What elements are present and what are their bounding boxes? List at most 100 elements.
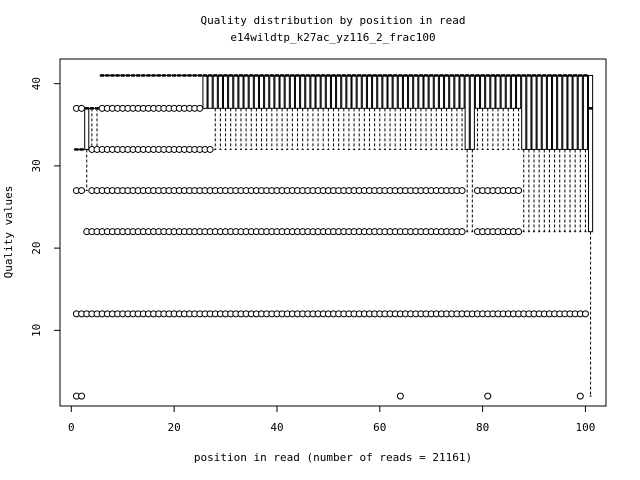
box <box>444 74 450 109</box>
y-tick-label: 30 <box>30 159 43 172</box>
box <box>207 74 213 109</box>
outlier-point <box>576 392 584 400</box>
box <box>490 74 496 109</box>
x-tick-label: 20 <box>168 421 181 434</box>
box-90 <box>531 74 537 233</box>
box <box>582 74 588 150</box>
outlier-point <box>484 392 492 400</box>
box-81 <box>485 74 491 150</box>
box-93 <box>546 74 553 233</box>
box <box>454 74 460 109</box>
box-71 <box>433 74 439 150</box>
box <box>541 74 547 150</box>
x-tick-label: 0 <box>68 421 75 434</box>
box-36 <box>253 74 259 150</box>
box <box>212 74 218 109</box>
box-72 <box>438 74 445 150</box>
x-tick-label: 80 <box>476 421 489 434</box>
box <box>366 74 373 109</box>
box <box>459 74 465 109</box>
box <box>361 74 367 109</box>
box <box>382 74 388 109</box>
box <box>248 74 254 109</box>
box-96 <box>562 74 568 233</box>
box <box>423 74 429 109</box>
box <box>505 74 511 109</box>
box-43 <box>289 74 295 150</box>
box <box>495 74 501 109</box>
box <box>418 74 424 109</box>
box-62 <box>387 74 393 150</box>
box-45 <box>300 74 306 150</box>
outlier-point <box>458 187 466 195</box>
y-tick-label: 10 <box>30 324 43 337</box>
box-60 <box>377 74 383 150</box>
box <box>269 74 275 109</box>
outlier-point <box>196 104 204 112</box>
box-97 <box>567 74 573 233</box>
box <box>300 74 306 109</box>
box <box>413 74 419 109</box>
box-54 <box>346 74 352 150</box>
box <box>84 107 90 150</box>
box-69 <box>423 74 429 150</box>
box <box>336 74 342 109</box>
x-tick-label: 40 <box>270 421 283 434</box>
box <box>377 74 383 109</box>
box-46 <box>305 74 311 150</box>
y-tick-label: 40 <box>30 77 43 90</box>
box-57 <box>361 74 367 150</box>
box <box>356 74 362 109</box>
box <box>222 74 229 109</box>
box-74 <box>449 74 455 150</box>
box-82 <box>490 74 496 150</box>
box <box>464 74 470 150</box>
box <box>351 74 357 109</box>
box <box>572 74 578 150</box>
box-26 <box>202 74 208 109</box>
box-99 <box>577 74 583 233</box>
box <box>510 74 517 109</box>
box-80 <box>480 74 486 150</box>
outlier-point <box>206 145 214 153</box>
box <box>588 74 594 233</box>
outlier-point <box>78 187 86 195</box>
box-30 <box>222 74 229 150</box>
box-92 <box>541 74 547 233</box>
box <box>546 74 553 150</box>
outlier-points <box>72 104 589 400</box>
box <box>284 74 290 109</box>
box <box>264 74 270 109</box>
box-86 <box>510 74 517 150</box>
box <box>258 74 265 109</box>
box <box>469 74 475 150</box>
box <box>325 74 331 109</box>
box-65 <box>402 74 409 150</box>
box-27 <box>207 74 213 109</box>
box <box>346 74 352 109</box>
box-48 <box>315 74 321 150</box>
box-29 <box>217 74 223 150</box>
box-64 <box>397 74 403 150</box>
box <box>531 74 537 150</box>
chart-subtitle: e14wildtp_k27ac_yz116_2_frac100 <box>230 31 435 44</box>
y-axis-label: Quality values <box>2 186 15 279</box>
box-87 <box>516 74 522 150</box>
box <box>372 74 378 109</box>
box-39 <box>269 74 275 150</box>
x-axis-ticks: 0 20 40 60 80 100 <box>68 405 595 434</box>
box <box>289 74 295 109</box>
box-70 <box>428 74 434 150</box>
box <box>392 74 398 109</box>
box-84 <box>500 74 506 150</box>
box-31 <box>228 74 234 150</box>
box-55 <box>351 74 357 150</box>
box <box>243 74 249 109</box>
box <box>294 74 301 109</box>
box-42 <box>284 74 290 150</box>
box-37 <box>258 74 265 150</box>
box <box>526 74 532 150</box>
outlier-point <box>581 310 589 318</box>
box <box>449 74 455 109</box>
